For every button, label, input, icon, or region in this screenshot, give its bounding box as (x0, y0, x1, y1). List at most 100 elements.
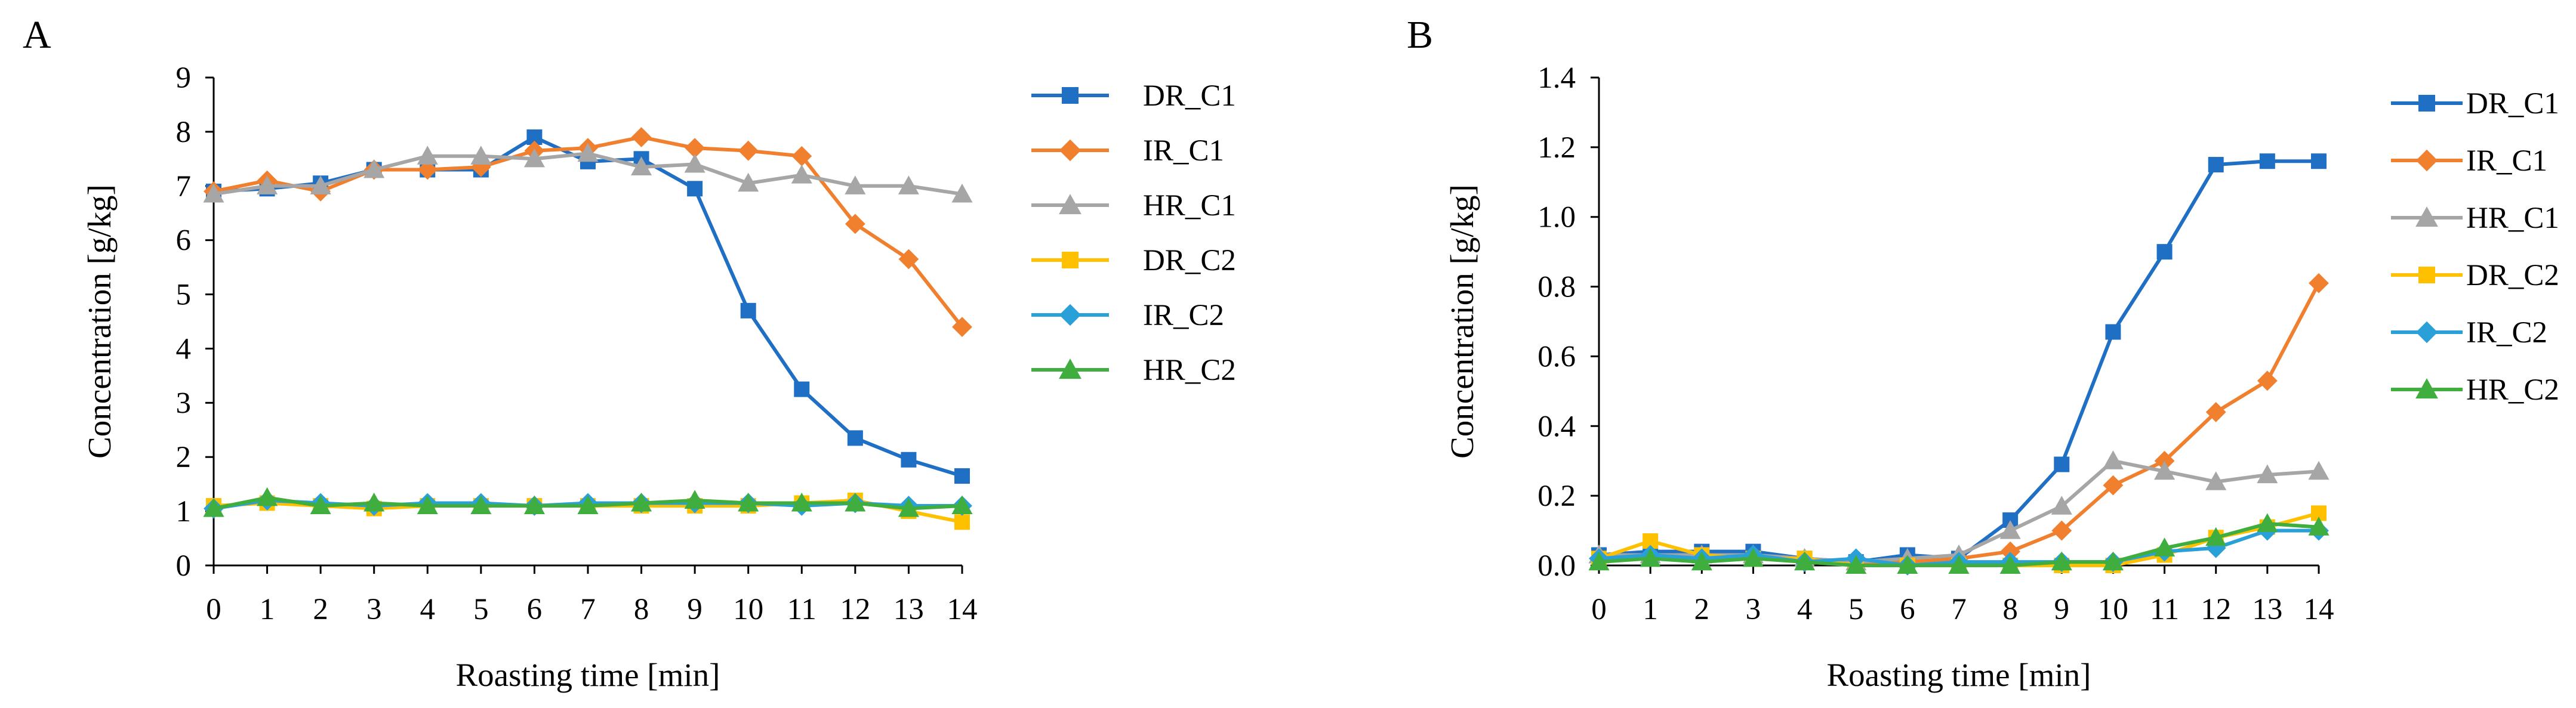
chart-a-series-ir-c1-point (738, 140, 759, 161)
chart-a-series-hr-c2-point (791, 492, 812, 512)
chart-a-x-tick-label: 13 (893, 593, 924, 626)
chart-b-series-ir-c1-legend-label: IR_C1 (2466, 144, 2547, 178)
chart-b-series-ir-c1-line (1598, 282, 2321, 564)
chart-b-series-hr-c2-point (2154, 537, 2176, 556)
chart-a-series-hr-c2-point (363, 492, 385, 512)
chart-a-series-hr-c2-point (417, 495, 438, 515)
chart-b-series-hr-c2-point (2308, 517, 2330, 536)
chart-a-series-dr-c1-legend-label: DR_C1 (1143, 79, 1236, 113)
chart-b-series-dr-c1-point (2311, 153, 2327, 169)
chart-a-series-hr-c2-point (577, 495, 599, 515)
chart-b-series-ir-c1-point (2000, 541, 2021, 562)
chart-a-y-axis-title: Concentration [g/kg] (81, 184, 118, 459)
chart-b-series-hr-c2-point (1588, 551, 1610, 571)
chart-b-series-dr-c2-legend-marker (2418, 267, 2435, 283)
chart-b-series-hr-c2-point (2257, 513, 2278, 532)
chart-a-series-hr-c2-point (951, 495, 973, 515)
chart-a-series-hr-c2-point (310, 495, 331, 515)
chart-a-series-ir-c1-point (952, 317, 972, 337)
chart-a-y-tick-label: 2 (176, 441, 192, 474)
chart-a-x-tick-label: 10 (733, 593, 763, 626)
chart-b-y-tick-label: 1.2 (1537, 131, 1576, 165)
chart-b-x-tick-label: 0 (1591, 593, 1607, 626)
chart-a-x-tick-label: 5 (473, 593, 489, 626)
chart-b-series-hr-c2-legend-label: HR_C2 (2466, 373, 2559, 407)
chart-b-series-dr-c1-point (2208, 157, 2224, 173)
chart-a-panel-label: A (23, 13, 51, 57)
chart-b-series-hr-c1-point (2102, 450, 2124, 469)
chart-a-series-hr-c1-point (363, 159, 385, 178)
chart-b-series-hr-c2-point (1691, 551, 1712, 571)
chart-a-series-hr-c2-point (203, 498, 224, 517)
chart-a-series-hr-c2-point (684, 490, 705, 509)
chart-b-series-dr-c1-legend-label: DR_C1 (2466, 87, 2559, 120)
chart-a-series-hr-c2-legend-marker (1059, 358, 1081, 379)
chart-a-series-hr-c2-point (845, 492, 866, 512)
chart-a-x-tick-label: 3 (366, 593, 382, 626)
chart-b-series-hr-c1-point (1999, 520, 2021, 539)
chart-a-series-hr-c1-point (738, 172, 759, 192)
chart-a-series-ir-c1-point (845, 214, 865, 234)
chart-b-series-ir-c2-legend-label: IR_C2 (2466, 316, 2547, 350)
chart-b-series-hr-c2-point (1794, 551, 1816, 571)
chart-a-series-hr-c1-point (203, 183, 224, 203)
chart-b-series-ir-c1-point (2309, 273, 2329, 293)
chart-b-series-hr-c1-point (2205, 471, 2227, 490)
chart-a-series-hr-c1-point (257, 175, 278, 194)
chart-a-series-dr-c2-legend-marker (1062, 252, 1079, 268)
chart-b-series-dr-c1-legend-marker (2418, 95, 2435, 112)
chart-a-series-hr-c2-point (898, 498, 919, 517)
chart-b-y-tick-label: 0.8 (1537, 271, 1576, 304)
chart-b-series-hr-c2-legend-marker (2415, 378, 2438, 399)
chart-a-series-hr-c1-point (470, 146, 492, 165)
chart-b-series-hr-c1-point (2051, 496, 2072, 515)
chart-b-series-hr-c1-point (2257, 464, 2278, 484)
chart-a-series-hr-c1-point (577, 143, 599, 162)
chart-b-series-ir-c1-point (2103, 475, 2124, 496)
chart-a-x-tick-label: 8 (634, 593, 649, 626)
chart-b-series-ir-c1-point (2257, 370, 2278, 391)
chart-b-y-tick-label: 0.6 (1537, 340, 1576, 373)
chart-b-x-tick-label: 4 (1797, 593, 1813, 626)
chart-a-x-tick-label: 14 (947, 593, 978, 626)
chart-a-y-tick-label: 3 (176, 387, 192, 420)
chart-a-series-dr-c1-point (794, 381, 810, 397)
chart-a-x-axis-title: Roasting time [min] (455, 657, 720, 693)
chart-b-y-tick-label: 1.0 (1537, 201, 1576, 234)
chart-a-series-ir-c2-legend-marker (1059, 304, 1081, 326)
chart-b-series-hr-c2-point (1999, 555, 2021, 574)
chart-a-series-ir-c1-point (791, 146, 812, 166)
chart-b-x-tick-label: 8 (2002, 593, 2018, 626)
chart-a-x-tick-label: 11 (787, 593, 816, 626)
chart-b-y-axis-title: Concentration [g/kg] (1444, 184, 1480, 459)
chart-a-series-dr-c1-point (954, 468, 970, 484)
chart-a-series-hr-c1-legend-marker (1059, 194, 1081, 215)
chart-a-series-hr-c2-point (470, 495, 492, 515)
chart-b-series-dr-c2-legend-label: DR_C2 (2466, 259, 2559, 292)
chart-b-x-tick-label: 2 (1694, 593, 1710, 626)
chart-b-series-hr-c2-point (1742, 548, 1764, 567)
chart-a-y-tick-label: 1 (176, 495, 192, 528)
chart-b-y-tick-label: 0.0 (1537, 549, 1576, 583)
chart-b-y-tick-label: 1.4 (1537, 61, 1576, 95)
chart-b-series-ir-c1-point (2051, 520, 2072, 541)
chart-b-x-tick-label: 6 (1900, 593, 1915, 626)
chart-a-series-hr-c2-point (257, 487, 278, 506)
chart-a-series-ir-c2-legend-label: IR_C2 (1143, 299, 1224, 332)
chart-b-series-dr-c1-point (2054, 456, 2070, 472)
chart-a-y-tick-label: 0 (176, 549, 192, 583)
chart-a-y-tick-label: 7 (176, 170, 192, 203)
chart-a-x-tick-label: 1 (260, 593, 275, 626)
chart-b-x-tick-label: 10 (2098, 593, 2128, 626)
chart-a-x-tick-label: 12 (840, 593, 870, 626)
chart-a-series-hr-c1-point (417, 146, 438, 165)
chart-a-series-ir-c1-point (685, 138, 705, 159)
chart-a-series-hr-c1-point (310, 175, 331, 194)
chart-b-x-tick-label: 11 (2150, 593, 2179, 626)
chart-b-y-tick-label: 0.4 (1537, 410, 1576, 443)
chart-a-x-tick-label: 9 (687, 593, 702, 626)
chart-a-x-tick-label: 7 (580, 593, 596, 626)
chart-b-series-hr-c1-legend-label: HR_C1 (2466, 202, 2559, 235)
chart-a-series-dr-c2-legend-label: DR_C2 (1143, 244, 1236, 277)
